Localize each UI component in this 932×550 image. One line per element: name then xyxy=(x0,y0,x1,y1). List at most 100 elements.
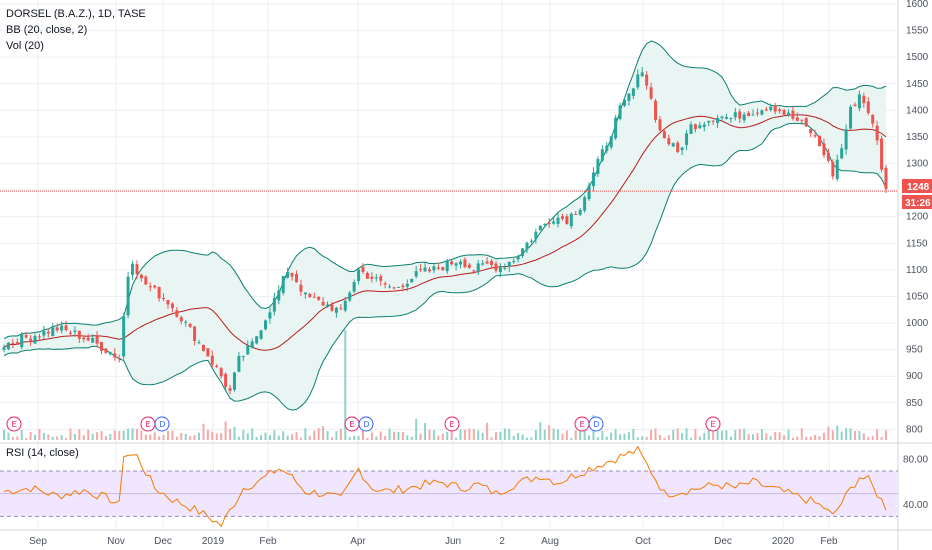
volume-bar xyxy=(20,429,23,440)
candle-body xyxy=(596,159,600,174)
volume-bar xyxy=(619,434,622,440)
candle-body xyxy=(117,357,121,359)
volume-bar xyxy=(827,426,830,440)
volume-bar xyxy=(308,436,311,440)
volume-bar xyxy=(295,431,298,440)
earnings-marker[interactable]: E xyxy=(444,416,460,432)
volume-bar xyxy=(477,430,480,440)
candle-body xyxy=(729,118,733,120)
volume-bar xyxy=(840,431,843,440)
earnings-marker[interactable]: E xyxy=(574,416,590,432)
volume-bar xyxy=(47,434,50,440)
volume-bar xyxy=(503,428,506,440)
candle-body xyxy=(272,297,276,312)
volume-bar xyxy=(490,437,493,440)
candle-body xyxy=(414,271,418,277)
volume-bar xyxy=(734,430,737,440)
y-tick-label: 1400 xyxy=(906,105,929,116)
earnings-marker[interactable]: E xyxy=(705,416,721,432)
volume-bar xyxy=(348,436,351,440)
candle-body xyxy=(55,327,59,331)
candle-body xyxy=(667,138,671,145)
volume-bar xyxy=(725,430,728,440)
candle-body xyxy=(880,138,884,170)
volume-bar xyxy=(410,436,413,440)
volume-bar xyxy=(588,435,591,440)
volume-bar xyxy=(73,433,76,440)
candle-body xyxy=(503,267,507,269)
volume-bar xyxy=(149,434,152,440)
volume-bar xyxy=(428,429,431,440)
legend-rsi: RSI (14, close) xyxy=(6,447,79,459)
candle-body xyxy=(600,149,604,161)
earnings-marker[interactable]: E xyxy=(344,416,360,432)
volume-bar xyxy=(512,435,515,440)
volume-bar xyxy=(791,437,794,440)
candle-body xyxy=(281,276,285,293)
volume-bar xyxy=(756,432,759,440)
volume-bar xyxy=(211,431,214,440)
y-tick-label: 1150 xyxy=(906,238,928,249)
candle-body xyxy=(507,262,511,267)
dividend-marker[interactable]: D xyxy=(154,416,170,432)
volume-bar xyxy=(42,432,45,440)
volume-bar xyxy=(525,437,528,440)
candle-body xyxy=(565,216,569,225)
dividend-marker[interactable]: D xyxy=(588,416,604,432)
candle-body xyxy=(427,269,431,272)
y-tick-label: 1200 xyxy=(906,212,929,223)
candle-body xyxy=(472,270,476,272)
volume-bar xyxy=(180,432,183,440)
candle-body xyxy=(680,147,684,151)
candle-body xyxy=(144,276,148,285)
candle-body xyxy=(162,297,166,300)
y-tick-label: 1550 xyxy=(906,26,929,37)
volume-bar xyxy=(118,431,121,440)
volume-bar xyxy=(752,434,755,440)
candle-body xyxy=(778,109,782,112)
volume-bar xyxy=(353,435,356,440)
event-label: E xyxy=(350,420,355,429)
earnings-marker[interactable]: E xyxy=(140,416,156,432)
volume-bar xyxy=(809,436,812,440)
volume-bar xyxy=(375,436,378,440)
candle-body xyxy=(720,116,724,119)
volume-bar xyxy=(242,430,245,440)
candle-body xyxy=(237,355,241,372)
candle-body xyxy=(374,277,378,279)
volume-bar xyxy=(783,435,786,440)
y-tick-label: 900 xyxy=(906,371,923,382)
volume-bar xyxy=(432,430,435,440)
volume-bar xyxy=(494,432,497,440)
volume-bar xyxy=(472,429,475,440)
volume-bar xyxy=(614,429,617,440)
candle-body xyxy=(671,143,675,147)
candle-body xyxy=(352,282,356,292)
legend-symbol: DORSEL (B.A.Z.), 1D, TASE xyxy=(6,8,146,20)
volume-bar xyxy=(530,437,533,440)
candle-body xyxy=(379,276,383,281)
volume-bar xyxy=(65,437,68,440)
volume-bar xyxy=(171,430,174,440)
candle-body xyxy=(423,267,427,272)
event-label: D xyxy=(364,420,370,429)
candle-body xyxy=(534,231,538,240)
volume-bar xyxy=(641,436,644,440)
candle-body xyxy=(410,278,414,283)
candle-body xyxy=(299,284,303,292)
candle-body xyxy=(246,345,250,355)
candle-body xyxy=(268,312,272,319)
volume-bar xyxy=(38,428,41,440)
earnings-marker[interactable]: E xyxy=(6,416,22,432)
volume-bar xyxy=(304,428,307,440)
candle-body xyxy=(188,323,192,327)
volume-bar xyxy=(282,431,285,440)
candle-body xyxy=(831,162,835,177)
volume-bars xyxy=(3,330,887,440)
dividend-marker[interactable]: D xyxy=(358,416,374,432)
volume-bar xyxy=(330,437,333,440)
volume-bar xyxy=(672,429,675,440)
candle-body xyxy=(68,332,72,334)
candle-body xyxy=(795,117,799,121)
